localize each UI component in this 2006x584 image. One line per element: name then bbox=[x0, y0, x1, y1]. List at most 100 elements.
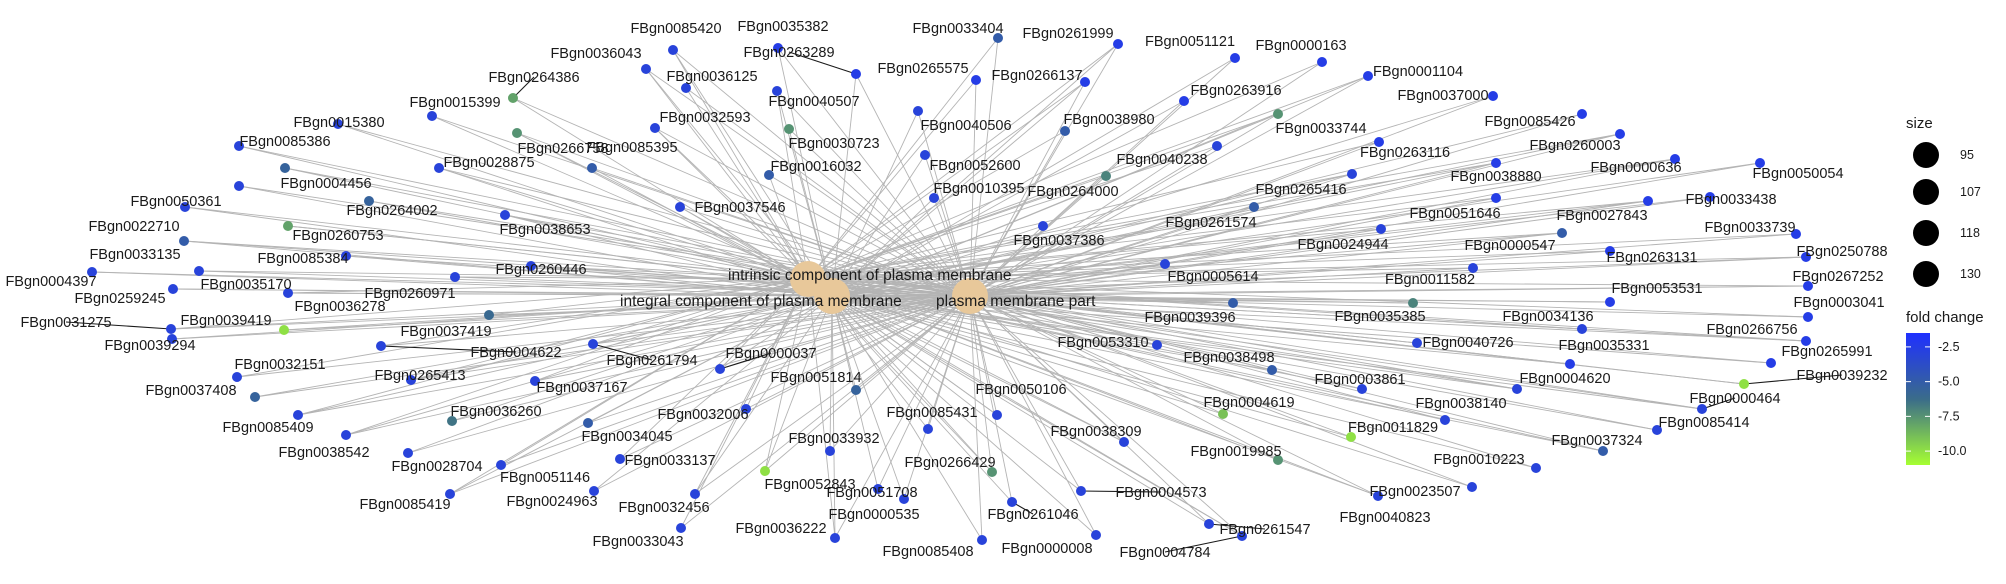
edge bbox=[719, 278, 809, 370]
gene-node bbox=[508, 93, 518, 103]
gene-node bbox=[1237, 531, 1247, 541]
edge bbox=[831, 232, 1563, 297]
gene-label: FBgn0038980 bbox=[1063, 112, 1154, 128]
edge bbox=[969, 295, 1013, 503]
edge bbox=[831, 225, 1044, 297]
gene-node bbox=[784, 124, 794, 134]
gene-label: FBgn0033404 bbox=[912, 21, 1003, 37]
edge bbox=[488, 278, 809, 316]
gene-node bbox=[250, 392, 260, 402]
edge bbox=[969, 295, 1414, 304]
edge bbox=[685, 87, 809, 280]
gene-node bbox=[1119, 437, 1129, 447]
gene-label: FBgn0261999 bbox=[1022, 26, 1113, 42]
edge bbox=[297, 295, 833, 416]
edge bbox=[680, 295, 971, 529]
hub-label: plasma membrane part bbox=[936, 293, 1096, 310]
gene-label: FBgn0050361 bbox=[130, 194, 221, 210]
edge bbox=[969, 295, 1210, 525]
edge bbox=[969, 295, 1097, 536]
label-leader bbox=[592, 343, 653, 361]
gene-label: FBgn0266756 bbox=[1706, 322, 1797, 338]
gene-label: FBgn0051146 bbox=[500, 470, 590, 486]
gene-node bbox=[168, 284, 178, 294]
gene-node bbox=[1347, 169, 1357, 179]
edge bbox=[807, 278, 836, 539]
gene-node bbox=[1557, 228, 1567, 238]
gene-node bbox=[1230, 53, 1240, 63]
edge bbox=[672, 49, 971, 297]
gene-node bbox=[1060, 126, 1070, 136]
gene-node bbox=[1468, 263, 1478, 273]
gene-label: FBgn0261794 bbox=[606, 353, 697, 369]
gene-label: FBgn0036278 bbox=[294, 299, 385, 315]
gene-label: FBgn0263131 bbox=[1606, 250, 1697, 266]
gene-node bbox=[589, 486, 599, 496]
gene-node bbox=[1267, 365, 1277, 375]
fold-change-colorbar bbox=[1906, 333, 1930, 465]
edge bbox=[807, 81, 1086, 280]
gene-node bbox=[1091, 530, 1101, 540]
edge bbox=[969, 233, 1797, 297]
gene-node bbox=[341, 251, 351, 261]
gene-node bbox=[496, 460, 506, 470]
edge bbox=[170, 295, 833, 330]
gene-label: FBgn0004397 bbox=[5, 274, 96, 290]
edge bbox=[672, 49, 833, 297]
edge bbox=[530, 265, 971, 297]
edge bbox=[619, 278, 809, 460]
gene-node bbox=[1512, 384, 1522, 394]
edge bbox=[345, 295, 833, 436]
gene-node bbox=[587, 163, 597, 173]
gene-label: FBgn0010395 bbox=[933, 181, 1024, 197]
edge bbox=[831, 295, 1224, 415]
edge bbox=[831, 295, 1604, 452]
gene-node bbox=[764, 170, 774, 180]
edge bbox=[764, 295, 833, 472]
edge bbox=[654, 127, 809, 280]
gene-label: FBgn0033744 bbox=[1275, 121, 1366, 137]
edge bbox=[831, 295, 905, 500]
gene-label: FBgn0040726 bbox=[1422, 335, 1513, 351]
gene-node bbox=[588, 339, 598, 349]
gene-node bbox=[851, 69, 861, 79]
gene-label: FBgn0030723 bbox=[788, 136, 879, 152]
edge bbox=[807, 278, 1082, 492]
gene-node bbox=[364, 196, 374, 206]
edge bbox=[969, 295, 1473, 488]
gene-node bbox=[1801, 336, 1811, 346]
label-leader bbox=[1701, 397, 1736, 410]
fold-change-ticks: -2.5 -5.0 -7.5 -10.0 bbox=[1906, 340, 1967, 458]
edge bbox=[337, 123, 809, 280]
fold-change-tick-label: -5.0 bbox=[1938, 375, 1960, 389]
gene-node bbox=[825, 446, 835, 456]
gene-label: FBgn0000037 bbox=[725, 346, 816, 362]
gene-label: FBgn0035331 bbox=[1558, 338, 1649, 354]
edge bbox=[831, 295, 1125, 443]
edge bbox=[807, 228, 1382, 280]
gene-node bbox=[1152, 340, 1162, 350]
gene-node bbox=[232, 372, 242, 382]
edge bbox=[297, 278, 809, 416]
edge bbox=[831, 295, 1243, 537]
size-legend-dot bbox=[1913, 220, 1939, 246]
edge bbox=[969, 295, 1243, 537]
edge bbox=[829, 295, 971, 452]
hubs-layer bbox=[790, 261, 988, 314]
edge bbox=[831, 173, 1353, 297]
gene-label: FBgn0085395 bbox=[586, 140, 677, 156]
gene-node bbox=[333, 119, 343, 129]
gene-label: FBgn0032593 bbox=[659, 110, 750, 126]
gene-node bbox=[1697, 404, 1707, 414]
edge bbox=[287, 292, 971, 297]
gene-label: FBgn0261547 bbox=[1219, 522, 1310, 538]
edge bbox=[807, 43, 1119, 280]
size-legend-label: 95 bbox=[1960, 148, 1974, 162]
edge bbox=[788, 128, 971, 297]
edge bbox=[236, 278, 809, 378]
gene-node bbox=[1363, 71, 1373, 81]
gene-label: FBgn0267252 bbox=[1792, 269, 1883, 285]
gene-node bbox=[899, 494, 909, 504]
